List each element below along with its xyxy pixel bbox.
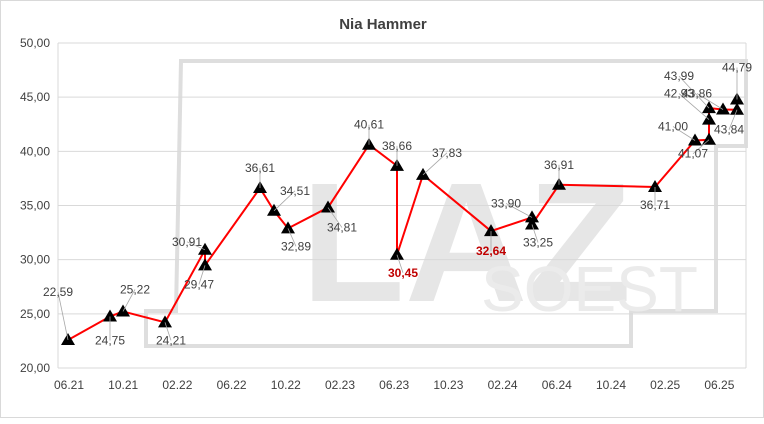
y-tick-label: 35,00: [20, 199, 50, 213]
data-point-marker: [702, 112, 716, 125]
label-leader-line: [505, 203, 533, 218]
label-leader-line: [287, 228, 297, 247]
label-leader-line: [696, 93, 724, 110]
data-point-marker: [730, 102, 744, 115]
data-label: 41,07: [678, 147, 708, 161]
label-leader-line: [678, 75, 710, 109]
chart-title: Nia Hammer: [339, 16, 427, 33]
data-label: 29,47: [184, 277, 214, 291]
x-tick-label: 06.23: [379, 378, 409, 392]
watermark-logo: LAZ SOEST: [144, 59, 748, 348]
data-label: 41,00: [658, 120, 688, 134]
data-point-marker: [158, 315, 172, 328]
y-tick-label: 30,00: [20, 253, 50, 267]
x-tick-label: 06.22: [217, 378, 247, 392]
x-tick-label: 02.22: [162, 378, 192, 392]
y-axis: 20,00 25,00 30,00 35,00 40,00 45,00 50,00: [20, 36, 50, 375]
data-point-marker: [281, 221, 295, 234]
label-leader-line: [672, 126, 696, 141]
x-tick-label: 10.22: [271, 378, 301, 392]
data-label: 32,64: [476, 244, 506, 258]
x-axis: 06.21 10.21 02.22 06.22 10.22 02.23 06.23 10.23…: [54, 378, 735, 392]
data-label: 33,25: [523, 235, 553, 249]
data-point-marker: [525, 217, 539, 230]
label-leader-line: [327, 207, 343, 228]
data-point-marker: [416, 167, 430, 180]
data-point-marker: [688, 133, 702, 146]
data-point-marker: [198, 258, 212, 271]
data-point-marker: [648, 179, 662, 192]
watermark-subtext: SOEST: [481, 253, 698, 325]
label-leader-line: [422, 152, 448, 176]
label-leader-line: [122, 289, 136, 312]
data-label: 42,93: [664, 87, 694, 101]
data-label: 25,22: [120, 282, 150, 296]
x-tick-label: 02.23: [325, 378, 355, 392]
data-label: 36,61: [245, 161, 275, 175]
data-label: 22,59: [43, 285, 73, 299]
label-leader-line: [678, 93, 710, 120]
data-label: 33,90: [491, 196, 521, 210]
label-leader-line: [728, 109, 738, 130]
data-label: 43,99: [664, 69, 694, 83]
x-tick-label: 06.24: [542, 378, 572, 392]
data-label: 44,79: [722, 60, 752, 74]
data-point-marker: [525, 210, 539, 223]
data-label: 24,75: [95, 334, 125, 348]
data-label: 30,45: [388, 266, 418, 280]
label-leader-line: [692, 139, 710, 155]
series-markers: [61, 92, 744, 345]
data-labels: 22,59 24,75 25,22 24,21 30,91 29,47 36,61 34,51…: [43, 60, 752, 347]
y-tick-label: 50,00: [20, 36, 50, 50]
label-leader-line: [198, 265, 206, 285]
data-label: 34,81: [327, 221, 357, 235]
label-leader-line: [164, 322, 172, 341]
data-label: 32,89: [281, 239, 311, 253]
data-point-marker: [267, 203, 281, 216]
label-leader-line: [273, 190, 296, 212]
x-tick-label: 10.21: [108, 378, 138, 392]
data-point-marker: [484, 224, 498, 237]
y-tick-label: 40,00: [20, 144, 50, 158]
x-tick-label: 10.23: [433, 378, 463, 392]
label-leader-line: [57, 291, 69, 341]
data-label: 38,66: [382, 139, 412, 153]
data-point-marker: [116, 304, 130, 317]
x-tick-label: 06.21: [54, 378, 84, 392]
grid-lines: [57, 42, 747, 369]
data-label: 43,84: [714, 123, 744, 137]
data-point-marker: [103, 309, 117, 322]
data-point-marker: [702, 101, 716, 114]
x-tick-label: 02.24: [488, 378, 518, 392]
data-point-marker: [198, 242, 212, 255]
data-label: 34,51: [280, 184, 310, 198]
x-tick-label: 10.24: [596, 378, 626, 392]
label-leader-line: [396, 254, 404, 273]
data-label: 43,86: [682, 87, 712, 101]
y-tick-label: 45,00: [20, 90, 50, 104]
data-label: 36,71: [640, 198, 670, 212]
data-label: 36,91: [544, 158, 574, 172]
label-leader-line: [531, 224, 539, 243]
data-point-marker: [702, 132, 716, 145]
data-label: 40,61: [354, 118, 384, 132]
y-tick-label: 25,00: [20, 307, 50, 321]
watermark-letters: LAZ: [301, 148, 631, 338]
data-point-marker: [321, 200, 335, 213]
y-tick-label: 20,00: [20, 361, 50, 375]
data-label: 30,91: [172, 235, 202, 249]
data-point-marker: [390, 247, 404, 260]
x-tick-label: 06.25: [704, 378, 734, 392]
data-label: 37,83: [432, 146, 462, 160]
data-point-marker: [716, 102, 730, 115]
x-tick-label: 02.25: [650, 378, 680, 392]
label-leader-line: [186, 241, 206, 251]
data-label: 24,21: [156, 333, 186, 347]
